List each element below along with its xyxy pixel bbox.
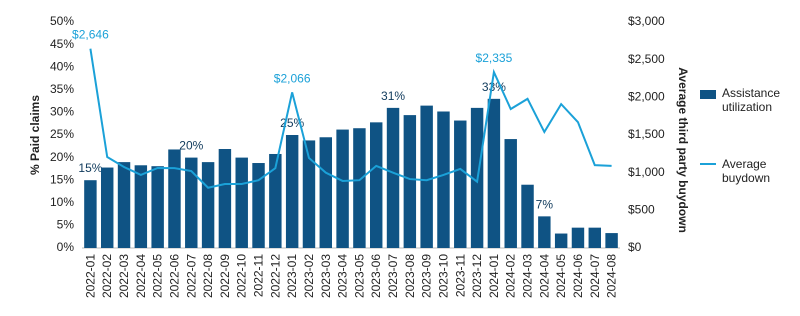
- bar: [504, 139, 517, 248]
- legend-label: Assistance utilization: [722, 86, 781, 114]
- y2-tick-label: $1,000: [628, 165, 665, 179]
- x-tick-label: 2023-12: [470, 254, 484, 298]
- bar: [538, 216, 551, 248]
- y-tick-label: 15%: [50, 172, 74, 186]
- y-tick-label: 45%: [50, 37, 74, 51]
- bar: [252, 163, 265, 248]
- x-tick-label: 2023-08: [403, 254, 417, 298]
- x-tick-label: 2023-01: [285, 254, 299, 298]
- x-tick-label: 2023-02: [302, 254, 316, 298]
- y-tick-label: 0%: [57, 240, 75, 254]
- x-tick-label: 2023-05: [352, 254, 366, 298]
- y-tick-label: 25%: [50, 127, 74, 141]
- y-tick-label: 10%: [50, 195, 74, 209]
- y2-tick-label: $0: [628, 240, 642, 254]
- x-tick-label: 2024-08: [605, 254, 619, 298]
- x-tick-label: 2023-06: [369, 254, 383, 298]
- bar-value-label: 15%: [78, 161, 102, 175]
- x-tick-label: 2022-10: [235, 254, 249, 298]
- bar-value-label: 7%: [536, 197, 554, 211]
- x-tick-label: 2022-03: [117, 254, 131, 298]
- bar: [420, 105, 433, 249]
- bar: [117, 162, 131, 248]
- bar: [84, 180, 97, 248]
- x-tick-label: 2022-04: [134, 254, 148, 298]
- x-tick-label: 2023-04: [336, 254, 350, 298]
- bar: [100, 167, 114, 248]
- x-tick-label: 2024-01: [487, 254, 501, 298]
- bar: [369, 122, 383, 248]
- bar: [386, 107, 400, 248]
- bar: [487, 98, 501, 248]
- x-tick-label: 2022-09: [218, 254, 232, 298]
- line: [89, 48, 612, 189]
- y-tick-label: 35%: [50, 82, 74, 96]
- y-tick-label: 30%: [50, 105, 74, 119]
- x-tick-label: 2022-05: [151, 254, 165, 298]
- bar: [588, 227, 602, 248]
- bar: [437, 111, 450, 248]
- x-tick-label: 2024-05: [554, 254, 568, 298]
- x-tick-label: 2024-02: [504, 254, 518, 298]
- x-tick-label: 2023-09: [420, 254, 434, 298]
- x-tick-label: 2024-04: [537, 254, 551, 298]
- x-tick-label: 2022-11: [252, 254, 266, 297]
- y2-tick-label: $500: [628, 203, 655, 217]
- legend-label: Average buydown: [722, 157, 771, 185]
- x-tick-label: 2022-06: [167, 254, 181, 298]
- bar: [302, 140, 316, 248]
- y2-tick-label: $1,500: [628, 127, 665, 141]
- x-tick-label: 2022-02: [100, 254, 114, 298]
- y-tick-label: 5%: [57, 218, 75, 232]
- y-tick-label: 50%: [50, 14, 74, 28]
- bar: [269, 153, 282, 248]
- bar: [605, 233, 618, 248]
- bar: [319, 137, 333, 248]
- bar: [168, 149, 181, 248]
- y-tick-label: 20%: [50, 150, 74, 164]
- y-tick-label: 40%: [50, 59, 74, 73]
- x-tick-label: 2022-12: [268, 254, 282, 298]
- bar: [235, 157, 248, 248]
- bar-value-label: 31%: [381, 89, 405, 103]
- bar: [151, 166, 164, 248]
- x-tick-label: 2024-07: [588, 254, 602, 298]
- x-tick-label: 2023-07: [386, 254, 400, 298]
- bar-value-label: 20%: [179, 139, 203, 153]
- x-tick-label: 2024-03: [521, 254, 535, 298]
- bar: [403, 115, 417, 248]
- bar: [554, 233, 568, 248]
- bar: [571, 227, 585, 248]
- bar: [454, 120, 467, 248]
- x-tick-label: 2023-11: [453, 254, 467, 297]
- line-value-label: $2,646: [72, 28, 109, 42]
- bar: [353, 128, 366, 248]
- legend-swatch: [700, 90, 716, 99]
- bar: [201, 162, 215, 248]
- x-tick-label: 2024-06: [571, 254, 585, 298]
- y2-tick-label: $2,000: [628, 90, 665, 104]
- y2-tick-label: $2,500: [628, 52, 665, 66]
- bar: [185, 157, 198, 248]
- x-tick-label: 2023-10: [436, 254, 450, 298]
- x-tick-label: 2022-08: [201, 254, 215, 298]
- line-value-label: $2,066: [274, 71, 311, 85]
- x-tick-label: 2022-01: [83, 254, 97, 298]
- y2-tick-label: $3,000: [628, 14, 665, 28]
- x-tick-label: 2022-07: [184, 254, 198, 298]
- legend-swatch: [700, 163, 716, 165]
- x-tick-label: 2023-03: [319, 254, 333, 298]
- y-axis-title: % Paid claims: [28, 95, 42, 175]
- bar: [285, 135, 299, 248]
- bar: [521, 184, 534, 248]
- bar-value-label: 33%: [482, 80, 506, 94]
- bar: [218, 149, 232, 248]
- bar: [134, 165, 148, 248]
- line-value-label: $2,335: [476, 51, 513, 65]
- y2-axis-title: Average third party buydown: [676, 67, 690, 233]
- bar: [336, 129, 349, 248]
